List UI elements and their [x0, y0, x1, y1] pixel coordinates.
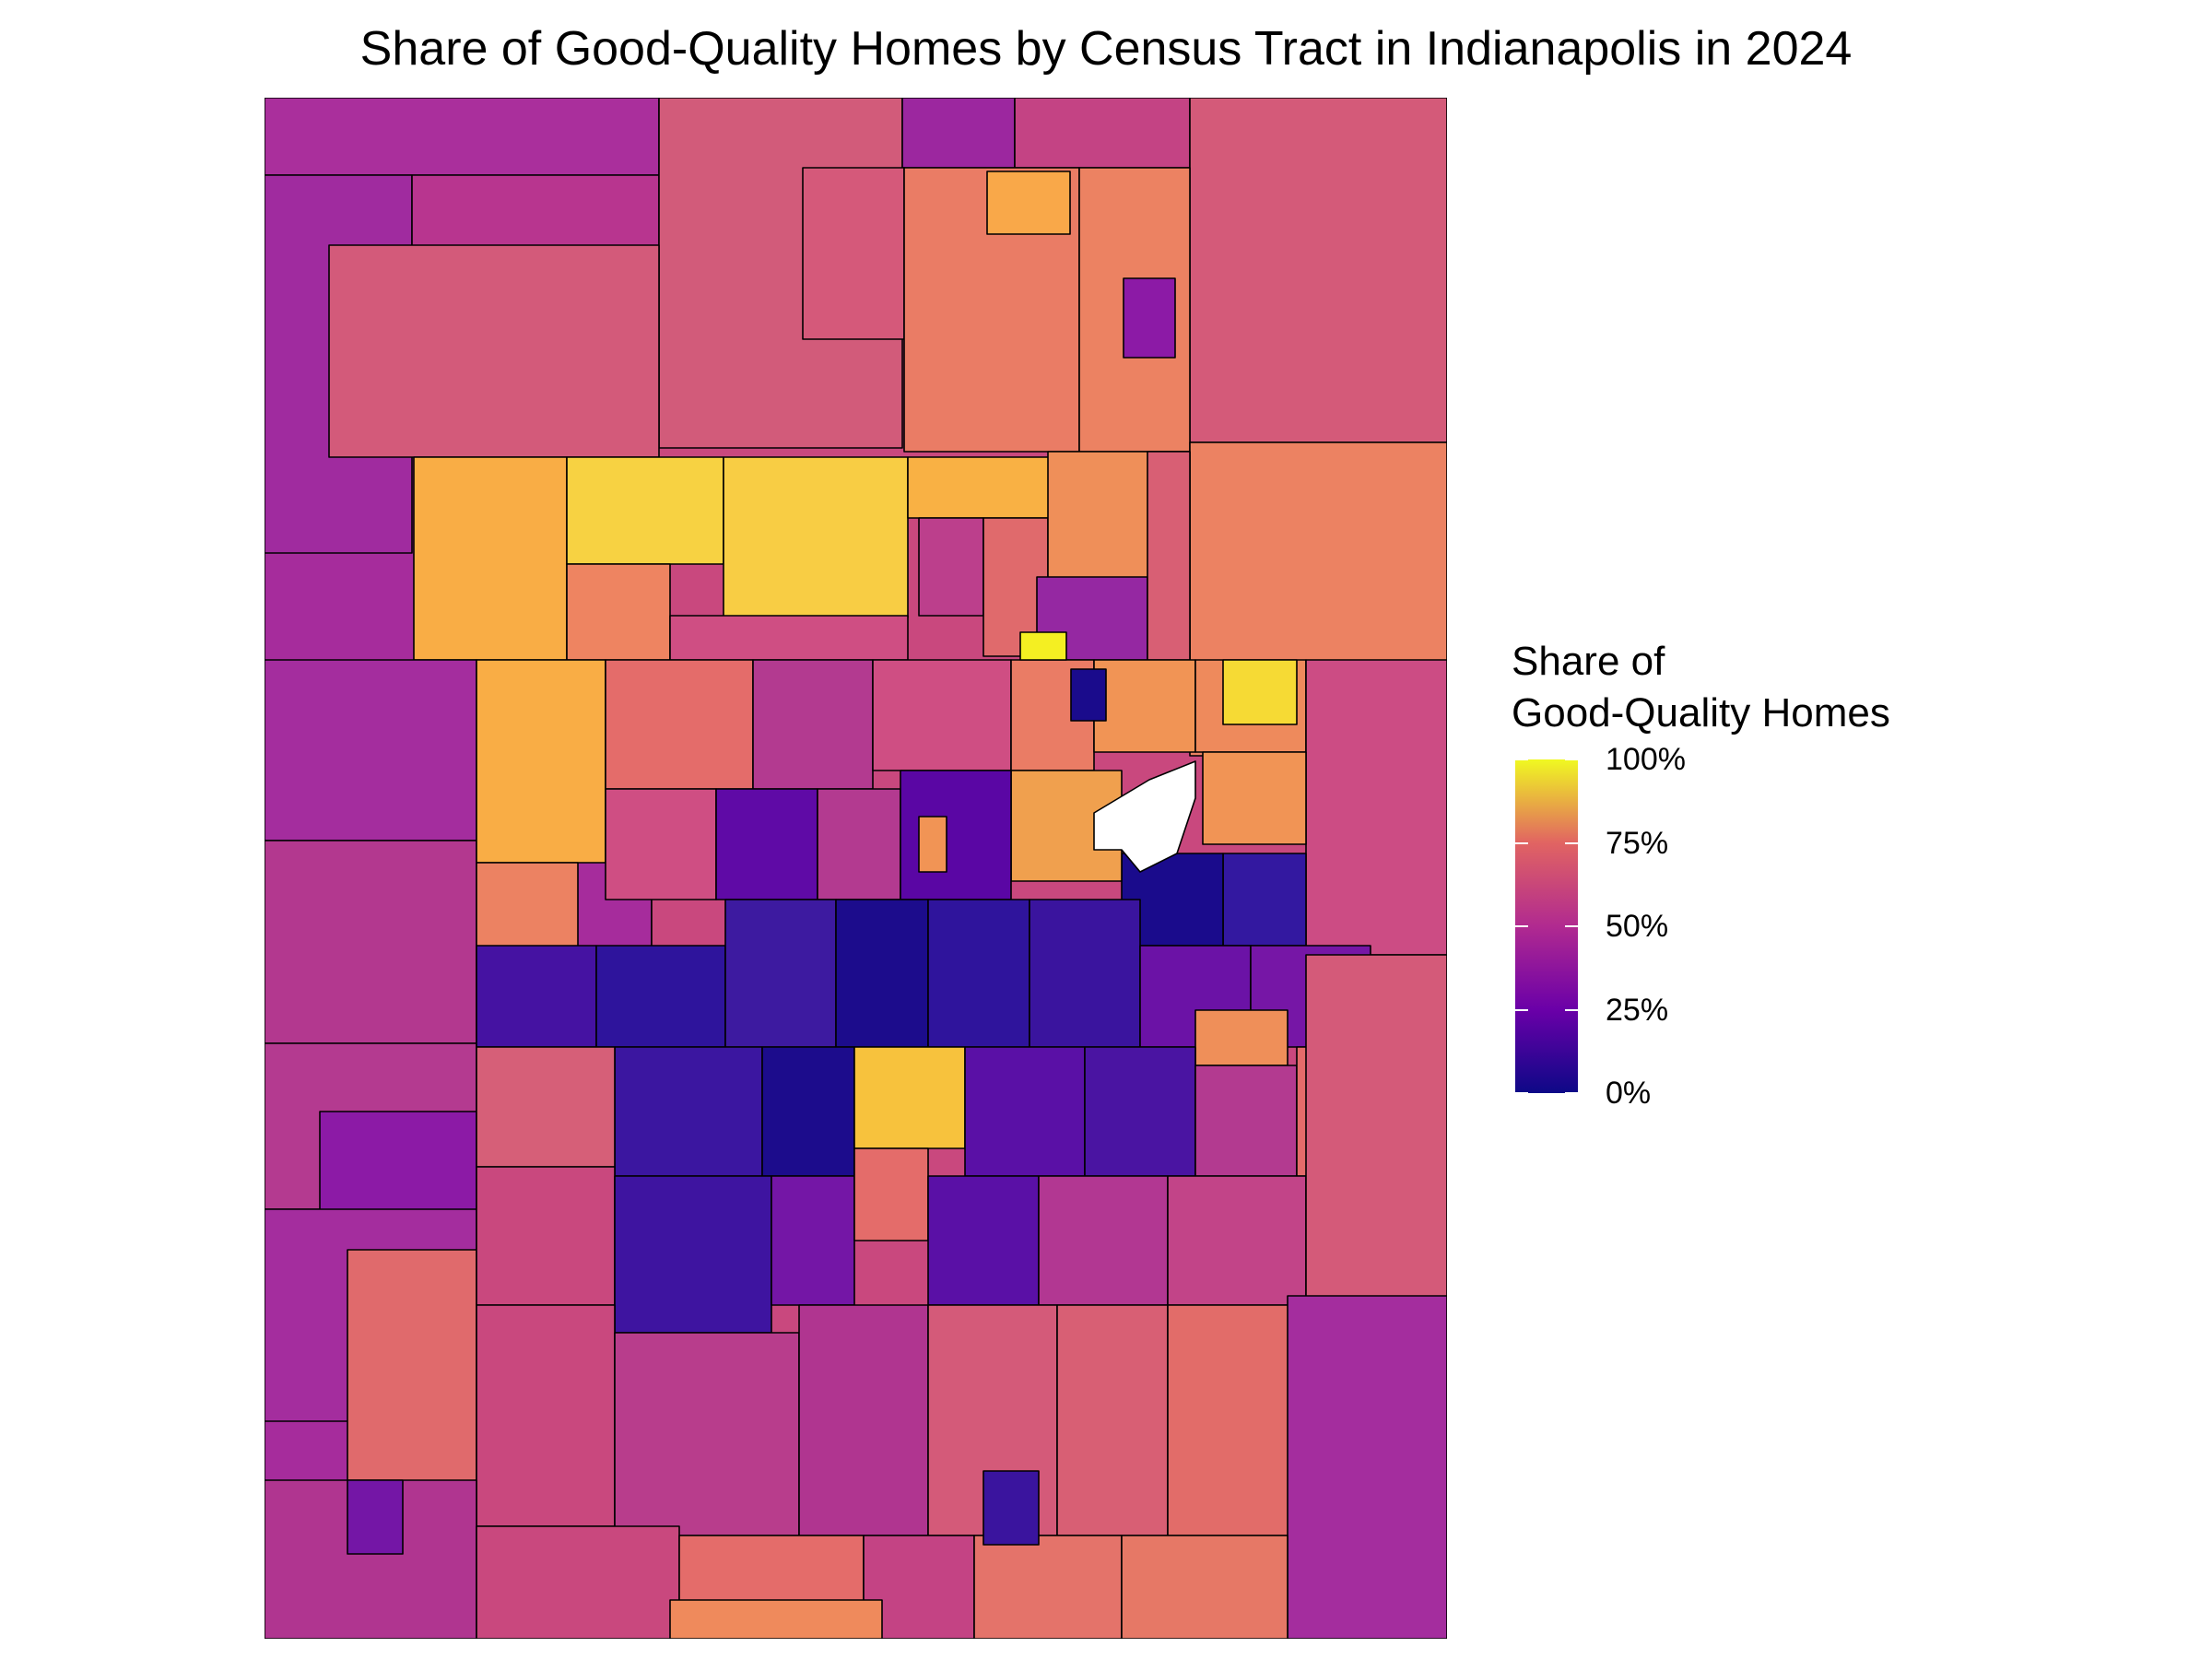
color-legend: Share of Good-Quality Homes 100% 75% 50% 25…	[1512, 636, 2028, 1115]
tract-nc-6	[669, 615, 909, 661]
tract-w-8	[347, 1249, 477, 1509]
tract-s-16	[982, 1470, 1040, 1546]
tract-c-14	[817, 788, 901, 900]
tract-core-1	[476, 945, 597, 1048]
tract-w-1	[265, 659, 477, 841]
tract-w-2	[265, 840, 477, 1044]
tract-x-4	[918, 816, 947, 873]
tract-core-2	[595, 945, 726, 1048]
legend-title-line-1: Share of	[1512, 639, 1665, 684]
legend-title-line-2: Good-Quality Homes	[1512, 690, 1890, 735]
legend-tick-label: 100%	[1606, 742, 1686, 777]
tract-s-1	[476, 1304, 616, 1527]
tract-core-18	[476, 1166, 616, 1306]
tract-core-10	[614, 1046, 763, 1177]
tract-core-21	[853, 1147, 929, 1241]
tract-core-22	[927, 1175, 1040, 1306]
tract-core-17	[476, 1046, 616, 1168]
tract-s-8	[1287, 1295, 1447, 1639]
legend-title: Share of Good-Quality Homes	[1512, 636, 1890, 739]
tract-s-6	[1167, 1304, 1307, 1536]
tract-c-13	[715, 788, 818, 900]
tract-core-13	[964, 1046, 1086, 1177]
tract-c-3	[872, 659, 1012, 771]
tract-s-3	[798, 1304, 929, 1536]
tract-c-9	[1222, 853, 1307, 947]
tract-n-5	[802, 167, 905, 340]
tract-n-9	[1123, 277, 1176, 359]
tract-c-8	[1202, 751, 1307, 845]
legend-tick-label: 25%	[1606, 992, 1669, 1028]
tract-core-14	[1084, 1046, 1196, 1177]
tract-core-24	[1167, 1175, 1307, 1306]
tract-nc-11	[1147, 451, 1191, 661]
tract-core-15	[1194, 1065, 1298, 1177]
tract-core-12	[853, 1046, 966, 1149]
tract-n-4	[1189, 98, 1447, 443]
tract-x-1	[1019, 631, 1067, 661]
tract-s-14	[973, 1535, 1123, 1639]
tract-n-3	[1014, 98, 1191, 169]
tract-nc-7	[918, 517, 984, 617]
tract-s-10	[347, 1479, 404, 1555]
tract-x-2	[1070, 668, 1107, 722]
tract-n-2	[901, 98, 1016, 169]
tract-s-17	[669, 1599, 883, 1639]
tract-c-1	[605, 659, 754, 790]
choropleth-map	[265, 98, 1447, 1639]
legend-tick-label: 50%	[1606, 909, 1669, 944]
tract-core-20	[771, 1175, 855, 1306]
tract-c-12	[605, 788, 717, 900]
tract-core-5	[927, 899, 1030, 1048]
tract-core-3	[724, 899, 837, 1048]
tract-c-2	[752, 659, 874, 790]
tract-nw-4	[328, 244, 660, 458]
tract-missing	[1093, 760, 1196, 873]
tract-core-19	[614, 1175, 772, 1334]
tract-n-8	[986, 171, 1071, 235]
tract-c-15	[900, 770, 1012, 900]
tract-core-6	[1029, 899, 1141, 1048]
tract-c-5	[1093, 659, 1196, 753]
tract-s-2	[614, 1332, 800, 1536]
tract-x-3	[1222, 659, 1298, 725]
tract-s-5	[1056, 1304, 1169, 1536]
legend-tick-label: 75%	[1606, 825, 1669, 861]
tract-w-6	[476, 659, 606, 864]
tract-nw-1	[265, 98, 660, 176]
tract-nc-2	[566, 456, 724, 565]
map-title: Share of Good-Quality Homes by Census Tr…	[359, 22, 1853, 76]
tract-s-11	[476, 1525, 680, 1639]
tract-nc-3	[723, 456, 909, 618]
tract-core-4	[835, 899, 929, 1048]
legend-tick-label: 0%	[1606, 1076, 1652, 1111]
tract-s-15	[1121, 1535, 1288, 1639]
tract-core-23	[1038, 1175, 1169, 1306]
tract-core-11	[761, 1046, 855, 1177]
tract-nc-5	[566, 563, 671, 661]
tract-c-7	[1305, 659, 1447, 956]
tract-nc-1	[413, 456, 568, 661]
tract-core-9	[1194, 1009, 1288, 1066]
